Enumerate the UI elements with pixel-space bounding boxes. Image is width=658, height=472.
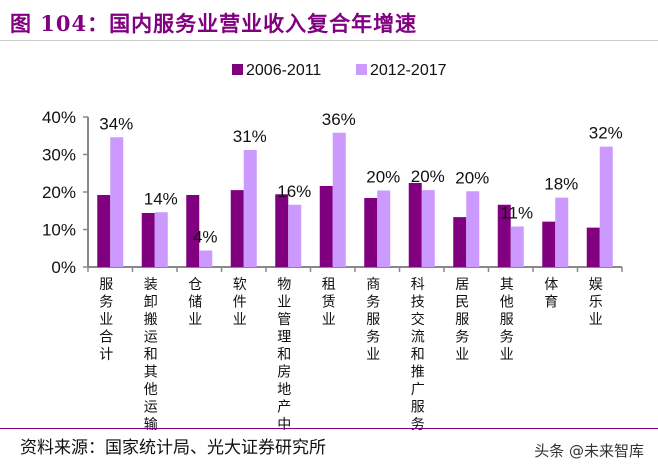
data-label: 32% [589,124,623,143]
data-label: 4% [193,228,218,247]
x-category-label: 装卸搬运和其他运输 [144,277,158,430]
source-note: 资料来源：国家统计局、光大证券研究所 [20,438,326,458]
bar-2012-2017 [288,204,302,267]
watermark: 头条 @未来智库 [534,442,644,460]
x-category-label: 其他服务业 [500,277,514,363]
bar-2006-2011 [275,194,289,267]
bar-2006-2011 [497,204,511,267]
y-tick-label: 0% [51,258,76,277]
bar-2006-2011 [453,217,467,267]
bar-2006-2011 [542,221,556,267]
legend-swatch [232,64,243,75]
data-label: 20% [411,167,445,186]
data-label: 18% [544,175,578,194]
x-category-label: 娱乐业 [589,277,603,328]
y-tick-label: 30% [42,146,76,165]
data-label: 31% [233,127,267,146]
bar-2012-2017 [377,190,391,267]
bar-2006-2011 [408,183,422,267]
legend-label: 2012-2017 [370,62,447,79]
bar-2012-2017 [599,146,613,267]
bar-2012-2017 [421,190,435,267]
divider [0,428,658,429]
data-label: 11% [500,204,533,223]
x-category-label: 居民服务业 [455,277,469,363]
x-category-label: 体育 [544,277,558,311]
bar-2006-2011 [141,213,155,267]
bar-2006-2011 [319,186,333,267]
bar-2012-2017 [154,212,168,267]
data-label: 36% [322,110,356,129]
x-category-label: 租赁业 [322,277,336,328]
bar-2006-2011 [186,195,200,267]
bar-2006-2011 [97,195,111,267]
bar-2012-2017 [332,132,346,267]
data-label: 34% [99,114,133,133]
x-category-label: 商务服务业 [366,277,380,363]
bar-2012-2017 [243,150,257,267]
bar-2012-2017 [555,197,569,267]
y-tick-label: 40% [42,108,76,127]
x-category-label: 科技交流和推广服务业 [411,277,425,430]
bar-2012-2017 [466,191,480,267]
x-category-label: 软件业 [233,277,247,328]
x-category-label: 服务业合计 [99,277,113,363]
divider [0,40,658,41]
y-tick-label: 10% [42,221,76,240]
x-category-label: 物业管理和房地产中介 [277,277,291,430]
bar-2006-2011 [364,198,378,267]
bar-2012-2017 [110,137,124,267]
bar-2006-2011 [230,190,244,267]
legend-label: 2006-2011 [246,62,321,79]
figure-title: 图 104：国内服务业营业收入复合年增速 [10,11,418,36]
x-category-label: 仓储业 [188,277,202,328]
bar-2006-2011 [586,227,600,267]
bar-2012-2017 [199,250,213,267]
bar-chart: 0% 10% 20% 30% 40% 34% 服务业合计 14% 装卸搬运和其他运输 4% 仓储业 3… [42,62,623,430]
y-tick-label: 20% [42,183,76,202]
bar-2012-2017 [510,226,524,267]
data-label: 20% [366,168,400,187]
data-label: 16% [277,182,311,201]
legend-swatch [356,64,367,75]
data-label: 14% [144,189,178,208]
data-label: 20% [455,168,489,187]
